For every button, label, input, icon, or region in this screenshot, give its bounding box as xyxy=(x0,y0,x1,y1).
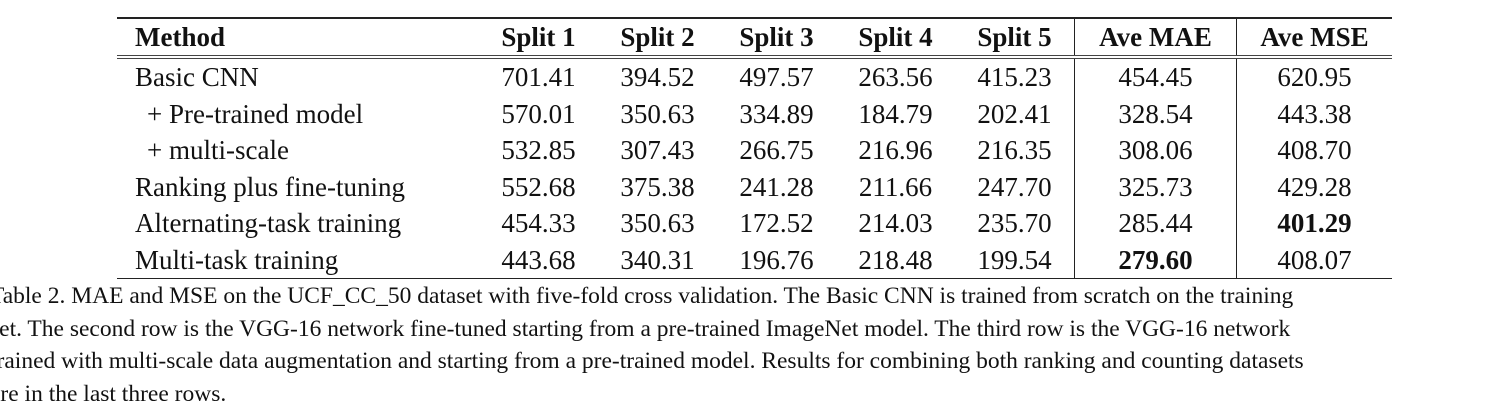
ave-mae-cell: 325.73 xyxy=(1074,168,1237,205)
method-cell: Basic CNN xyxy=(135,62,259,93)
table-row: Ranking plus fine-tuning 552.68 375.38 241.… xyxy=(117,168,1392,205)
header-split-1: Split 1 xyxy=(501,22,576,52)
split-1-cell: 701.41 xyxy=(501,62,576,93)
split-4-cell: 218.48 xyxy=(858,244,933,275)
header-split-4: Split 4 xyxy=(858,22,933,52)
method-cell: Multi-task training xyxy=(135,244,339,275)
split-3-cell: 334.89 xyxy=(739,98,814,129)
split-2-cell: 307.43 xyxy=(620,135,695,166)
caption-line: trained with multi-scale data augmentati… xyxy=(0,348,1304,374)
header-ave-mae: Ave MAE xyxy=(1074,18,1237,57)
split-2-cell: 350.63 xyxy=(620,208,695,239)
split-2-cell: 340.31 xyxy=(620,244,695,275)
table-row: + multi-scale 532.85 307.43 266.75 216.96 216… xyxy=(117,132,1392,169)
ave-mae-cell: 328.54 xyxy=(1074,95,1237,132)
split-1-cell: 443.68 xyxy=(501,244,576,275)
caption-line: Table 2. MAE and MSE on the UCF_CC_50 da… xyxy=(0,283,1294,309)
split-2-cell: 350.63 xyxy=(620,98,695,129)
split-4-cell: 263.56 xyxy=(858,62,933,93)
ave-mse-cell: 443.38 xyxy=(1236,95,1392,132)
ave-mae-cell: 285.44 xyxy=(1074,205,1237,242)
ave-mae-cell: 308.06 xyxy=(1074,132,1237,169)
split-3-cell: 196.76 xyxy=(739,244,814,275)
split-5-cell: 216.35 xyxy=(977,135,1052,166)
split-4-cell: 216.96 xyxy=(858,135,933,166)
split-4-cell: 211.66 xyxy=(858,171,933,202)
split-5-cell: 199.54 xyxy=(977,244,1052,275)
ave-mae-cell: 279.60 xyxy=(1074,241,1237,279)
split-1-cell: 570.01 xyxy=(501,98,576,129)
header-row: Method Split 1 Split 2 Split 3 Split 4 S… xyxy=(117,18,1392,57)
header-split-5: Split 5 xyxy=(977,22,1052,52)
table-row: Multi-task training 443.68 340.31 196.76 218… xyxy=(117,241,1392,279)
caption-line: set. The second row is the VGG-16 networ… xyxy=(0,315,1291,342)
split-5-cell: 415.23 xyxy=(977,62,1052,93)
split-5-cell: 202.41 xyxy=(977,98,1052,129)
split-5-cell: 235.70 xyxy=(977,208,1052,239)
split-3-cell: 497.57 xyxy=(739,62,814,93)
header-split-3: Split 3 xyxy=(739,22,814,52)
ave-mse-cell: 408.70 xyxy=(1236,132,1392,169)
table-header: Method Split 1 Split 2 Split 3 Split 4 S… xyxy=(117,18,1392,57)
ave-mse-cell: 429.28 xyxy=(1236,168,1392,205)
split-1-cell: 532.85 xyxy=(501,135,576,166)
method-cell: + Pre-trained model xyxy=(147,98,364,129)
split-4-cell: 214.03 xyxy=(858,208,933,239)
split-3-cell: 266.75 xyxy=(739,135,814,166)
results-table: Method Split 1 Split 2 Split 3 Split 4 S… xyxy=(117,17,1392,279)
ave-mse-cell: 401.29 xyxy=(1236,205,1392,242)
split-1-cell: 454.33 xyxy=(501,208,576,239)
ave-mse-cell: 620.95 xyxy=(1236,57,1392,96)
table-row: + Pre-trained model 570.01 350.63 334.89 184… xyxy=(117,95,1392,132)
header-method: Method xyxy=(135,22,225,52)
table-caption: Table 2. MAE and MSE on the UCF_CC_50 da… xyxy=(0,280,1505,410)
split-1-cell: 552.68 xyxy=(501,171,576,202)
header-ave-mse: Ave MSE xyxy=(1236,18,1392,57)
ave-mae-cell: 454.45 xyxy=(1074,57,1237,96)
table-body: Basic CNN 701.41 394.52 497.57 263.56 415.23 4… xyxy=(117,57,1392,279)
table-row: Basic CNN 701.41 394.52 497.57 263.56 415.23 4… xyxy=(117,57,1392,96)
ave-mse-cell: 408.07 xyxy=(1236,241,1392,279)
method-cell: Alternating-task training xyxy=(135,208,402,239)
header-split-2: Split 2 xyxy=(620,22,695,52)
method-cell: Ranking plus fine-tuning xyxy=(135,171,405,202)
split-5-cell: 247.70 xyxy=(977,171,1052,202)
split-3-cell: 241.28 xyxy=(739,171,814,202)
table-row: Alternating-task training 454.33 350.63 172… xyxy=(117,205,1392,242)
split-3-cell: 172.52 xyxy=(739,208,814,239)
split-4-cell: 184.79 xyxy=(858,98,933,129)
split-2-cell: 375.38 xyxy=(620,171,695,202)
method-cell: + multi-scale xyxy=(147,135,289,166)
split-2-cell: 394.52 xyxy=(620,62,695,93)
caption-line: are in the last three rows. xyxy=(0,380,227,407)
